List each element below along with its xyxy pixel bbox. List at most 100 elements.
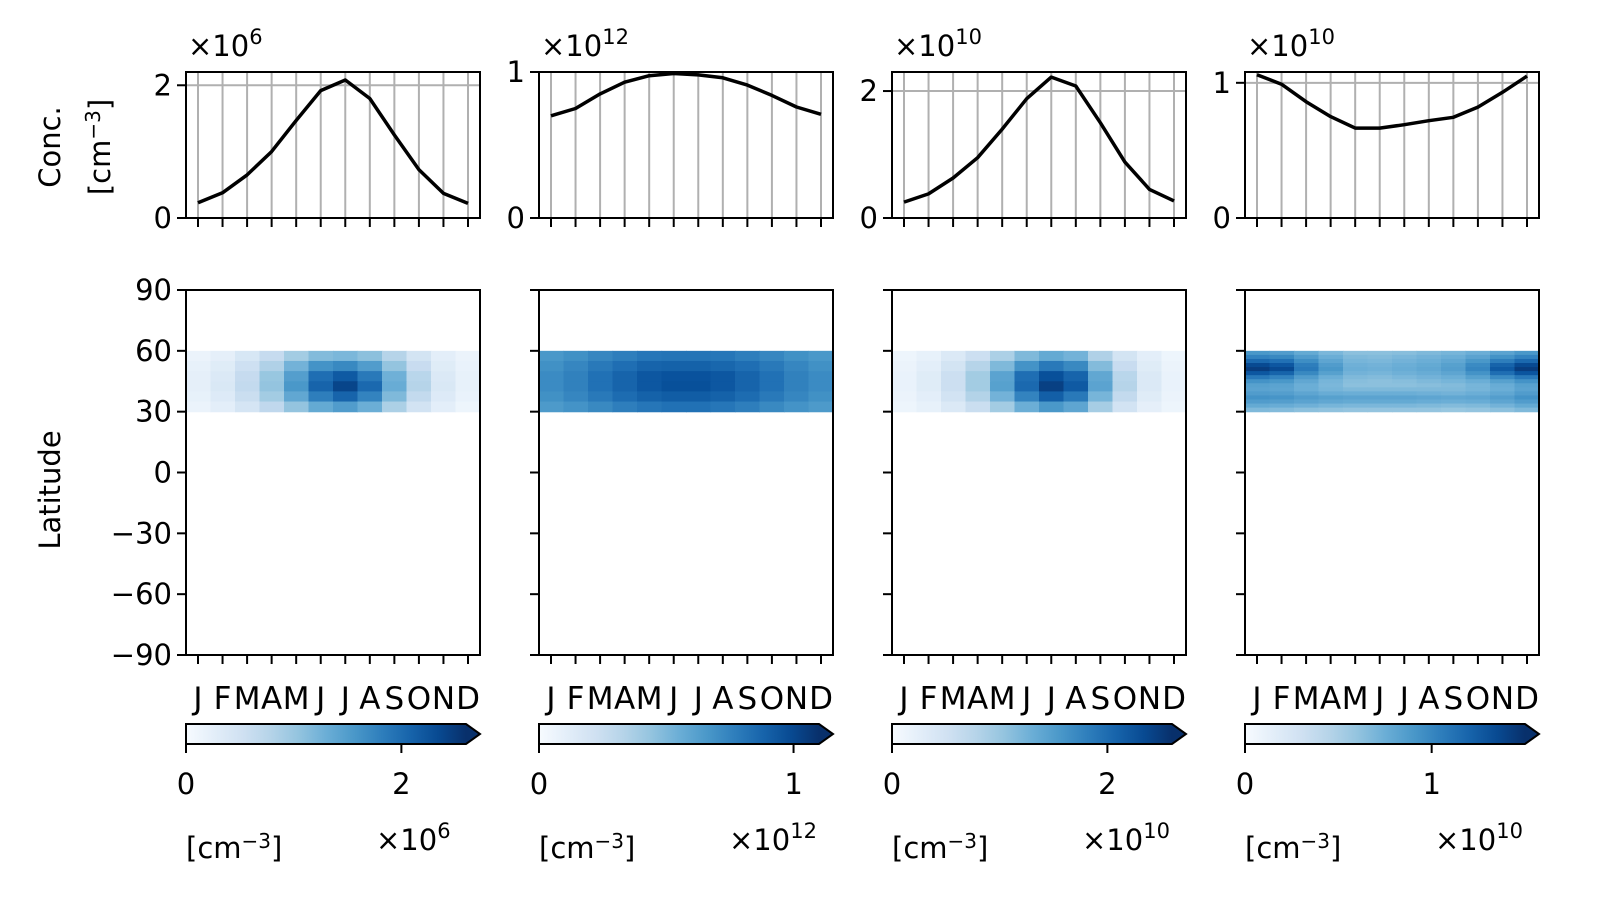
heatmap-cell [1392,375,1418,380]
heatmap-cell [759,401,785,413]
month-tick-label: J [1250,681,1261,717]
heatmap-cell [1343,391,1369,397]
colorbar-offset-text: ×1010 [1435,819,1523,857]
top-ytick-label: 0 [507,201,525,235]
month-tick-label: J [1373,681,1384,717]
bottom-axes-frame [891,289,1187,656]
heatmap-cell [1465,403,1491,409]
heatmap-cell [1465,350,1491,356]
heatmap-cell [1441,387,1467,392]
heatmap-cell [686,360,712,372]
heatmap-cell [284,360,310,372]
heatmap-cell [612,391,638,403]
heatmap-cell [1416,363,1442,368]
heatmap-cell [1367,387,1393,392]
heatmap-cell [1161,381,1187,392]
heatmap-cell [1014,381,1040,392]
heatmap-cell [965,391,991,403]
heatmap-cell [382,360,408,372]
heatmap-cell [1367,354,1393,360]
heatmap-cell [259,401,285,413]
heatmap-cell [563,360,589,372]
heatmap-cell [1245,354,1271,360]
colorbar-label: [cm−3] [1245,829,1341,865]
heatmap-cell [1161,371,1187,382]
heatmap-cell [1343,358,1369,364]
latitude-tick-label: 0 [154,456,172,490]
colorbar-offset-text: ×106 [376,819,451,857]
heatmap-cell [1416,354,1442,360]
heatmap-cell [1318,375,1344,380]
heatmap-cell [333,360,359,372]
month-tick-label: J [339,681,350,717]
heatmap-cell [284,401,310,413]
heatmap-cell [710,360,736,372]
heatmap-cell [1318,391,1344,397]
month-tick-label: D [1162,681,1186,717]
heatmap-cell [1490,363,1516,368]
heatmap-cell [210,371,236,382]
heatmap-cell [941,391,967,403]
heatmap-cell [455,381,481,392]
heatmap-cell [563,350,589,362]
heatmap-cell [406,401,432,413]
heatmap-cell [1416,383,1442,388]
heatmap-cell [1088,391,1114,403]
heatmap-cell [455,391,481,403]
heatmap-cell [1343,354,1369,360]
colorbar-label: [cm−3] [539,829,635,865]
heatmap-cell [710,381,736,392]
heatmap-cell [759,391,785,403]
heatmap-cell [735,350,761,362]
heatmap-cell [1490,379,1516,384]
bottom-axes-frame [185,289,481,656]
heatmap-cell [1294,350,1320,356]
heatmap-cell [1318,407,1344,413]
month-tick-label: A [359,681,380,717]
colorbar-tick-label: 0 [530,767,548,801]
heatmap-cell [735,371,761,382]
heatmap-cell [1490,391,1516,397]
month-tick-label: O [760,681,784,717]
bottom-ylabel: Latitude [33,430,67,549]
heatmap-cell [892,350,918,362]
month-tick-label: J [667,681,678,717]
heatmap-cell [784,371,810,382]
month-tick-label: M [1342,681,1369,717]
heatmap-cell [1088,371,1114,382]
heatmap-cell [357,401,383,413]
heatmap-cell [539,350,565,362]
month-tick-label: S [1444,681,1464,717]
heatmap-cell [1112,391,1138,403]
heatmap-cell [1294,399,1320,405]
heatmap-cell [1063,391,1089,403]
heatmap-cell [784,381,810,392]
heatmap-cell [1294,367,1320,372]
heatmap-cell [892,371,918,382]
heatmap-cell [1441,383,1467,388]
month-tick-label: J [1045,681,1056,717]
heatmap-cell [990,391,1016,403]
top-axes-frame [1244,71,1540,219]
top-axes-frame [185,71,481,219]
heatmap-cell [1490,383,1516,388]
month-tick-label: J [314,681,325,717]
latitude-tick-label: −90 [111,638,172,672]
heatmap-cell [1490,371,1516,376]
latitude-tick-label: 30 [135,395,172,429]
heatmap-cell [1367,383,1393,388]
colorbar-tick-label: 2 [1098,767,1116,801]
heatmap-cell [637,391,663,403]
colorbar-frame [1244,723,1541,745]
heatmap-cell [1245,375,1271,380]
heatmap-cell [916,371,942,382]
heatmap-cell [1441,379,1467,384]
heatmap-cell [1014,391,1040,403]
heatmap-cell [588,401,614,413]
heatmap-cell [1343,363,1369,368]
colorbar-tick-label: 0 [1236,767,1254,801]
month-tick-label: M [940,681,967,717]
heatmap-cell [357,391,383,403]
top-ytick-label: 0 [154,201,172,235]
month-tick-label: F [920,681,938,717]
